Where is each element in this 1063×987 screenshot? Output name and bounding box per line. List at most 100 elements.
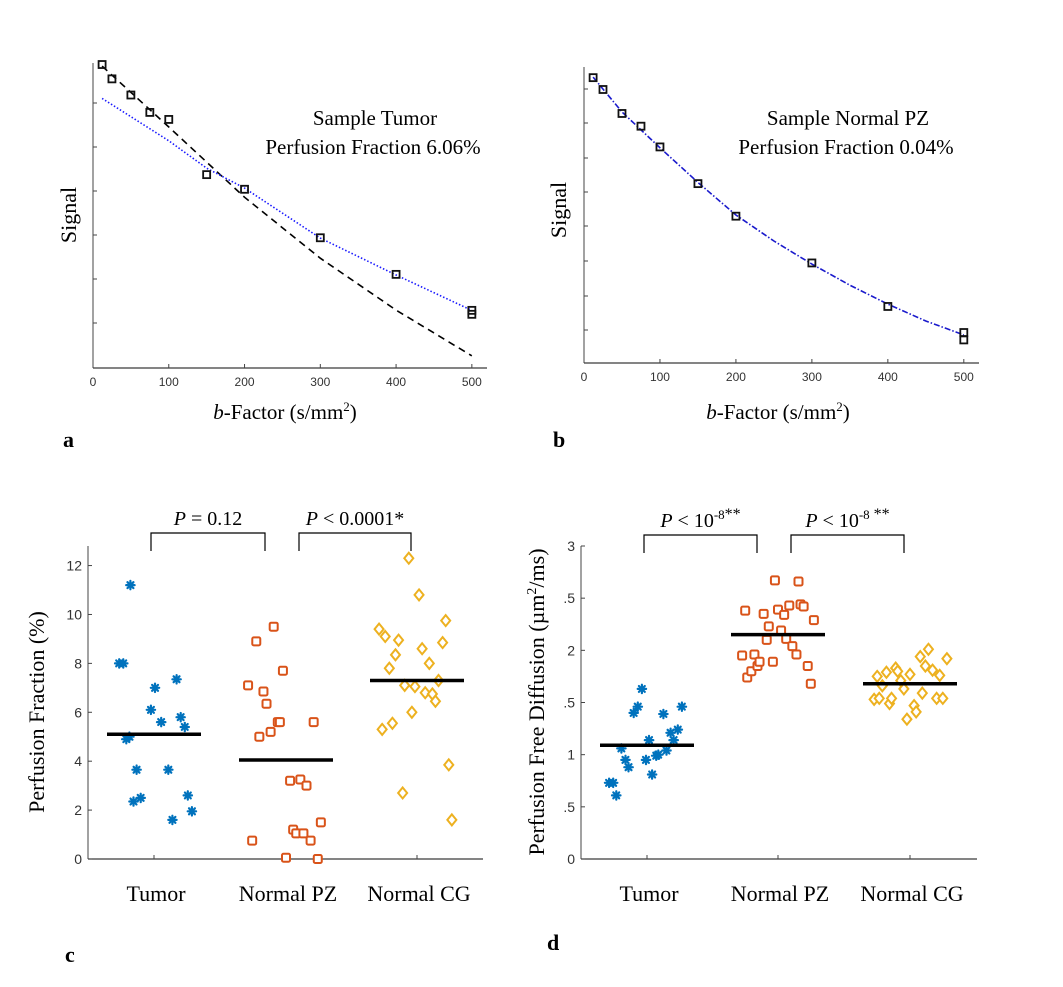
data-point-diamond bbox=[914, 649, 927, 664]
data-point-asterisk bbox=[186, 805, 198, 817]
data-point-square bbox=[784, 600, 795, 611]
data-point-square bbox=[285, 775, 296, 786]
data-point-asterisk bbox=[620, 754, 631, 766]
data-point bbox=[959, 335, 969, 345]
x-category-label: Normal CG bbox=[367, 881, 470, 906]
data-point-diamond bbox=[423, 656, 436, 671]
asterisk-stroke bbox=[612, 791, 621, 800]
panel-a-annotation-line1: Sample Tumor bbox=[313, 106, 437, 130]
asterisk-stroke bbox=[183, 791, 192, 800]
data-point-diamond bbox=[933, 668, 946, 683]
data-point-asterisk bbox=[658, 708, 669, 720]
p-exponent: -8 bbox=[859, 507, 870, 522]
panel-a-xlabel-close: ) bbox=[350, 400, 357, 424]
data-point-diamond bbox=[403, 551, 415, 566]
data-point-diamond bbox=[904, 667, 916, 682]
panel-a-marks: 0 100 200 300 400 500 bbox=[90, 60, 487, 389]
panel-b-signal-decay-normal-pz: 0 100 200 300 400 500 Sample Normal PZ Perfus… bbox=[546, 67, 979, 452]
data-point-diamond bbox=[916, 686, 929, 701]
data-point-square bbox=[301, 780, 312, 791]
asterisk-stroke bbox=[176, 713, 185, 722]
x-category-label: Tumor bbox=[619, 881, 679, 906]
panel-a-xlabel-rest: -Factor (s/mm bbox=[224, 400, 344, 424]
data-point bbox=[145, 108, 155, 117]
data-point-diamond bbox=[396, 785, 409, 801]
x-category-label: Normal PZ bbox=[731, 881, 829, 906]
fit-line bbox=[592, 76, 965, 336]
data-point-square bbox=[761, 634, 772, 645]
asterisk-stroke bbox=[126, 581, 135, 590]
data-point-square bbox=[247, 835, 258, 846]
data-point-square bbox=[258, 686, 269, 697]
data-point bbox=[655, 142, 665, 152]
asterisk-stroke bbox=[677, 702, 686, 711]
panel-label-a: a bbox=[63, 427, 74, 452]
data-point-square bbox=[243, 680, 254, 691]
data-point bbox=[731, 211, 741, 221]
data-point-diamond bbox=[429, 694, 442, 709]
p-symbol: P bbox=[804, 510, 817, 532]
p-symbol: P bbox=[305, 508, 318, 530]
p-comparison: = 0.12 bbox=[186, 508, 242, 530]
y-tick-label: 1 bbox=[567, 747, 575, 763]
significance-bracket bbox=[790, 534, 905, 553]
asterisk-stroke bbox=[648, 770, 657, 779]
y-tick-label: 3 bbox=[567, 538, 575, 554]
asterisk-stroke bbox=[641, 755, 651, 765]
data-point-asterisk bbox=[607, 777, 619, 789]
p-symbol: P bbox=[659, 510, 672, 532]
x-tick-label: 200 bbox=[726, 370, 746, 384]
x-tick-label: 200 bbox=[235, 375, 255, 389]
data-point bbox=[883, 302, 893, 311]
data-point bbox=[467, 309, 477, 319]
data-point-asterisk bbox=[632, 701, 644, 713]
data-point-square bbox=[793, 576, 804, 587]
asterisk-stroke bbox=[621, 755, 630, 765]
asterisk-stroke bbox=[136, 793, 145, 802]
data-point bbox=[107, 74, 117, 84]
x-tick-label: 500 bbox=[954, 370, 974, 384]
x-tick-label: 100 bbox=[159, 375, 179, 389]
panel-b-annotation-line1: Sample Normal PZ bbox=[767, 106, 929, 130]
data-point-asterisk bbox=[610, 790, 622, 801]
data-point-square bbox=[805, 678, 816, 689]
asterisk-stroke bbox=[629, 708, 638, 718]
p-significance-stars: ** bbox=[870, 506, 890, 523]
data-point-square bbox=[251, 636, 262, 647]
data-point bbox=[959, 328, 969, 337]
x-tick-label: 500 bbox=[462, 375, 482, 389]
panel-a-signal-decay-tumor: 0 100 200 300 400 500 Sample Tumor Perfusion … bbox=[56, 60, 487, 452]
asterisk-stroke bbox=[654, 750, 663, 759]
data-point-square bbox=[305, 835, 316, 846]
asterisk-stroke bbox=[129, 797, 138, 806]
y-tick-label: .5 bbox=[563, 590, 575, 606]
data-point-asterisk bbox=[623, 761, 634, 773]
data-point-asterisk bbox=[163, 764, 174, 776]
asterisk-stroke bbox=[146, 705, 155, 714]
y-tick-label: 10 bbox=[66, 606, 82, 622]
panel-b-annotation-line2: Perfusion Fraction 0.04% bbox=[738, 135, 953, 159]
panel-b-xlabel-italic: b bbox=[706, 400, 717, 424]
data-point-square bbox=[298, 828, 309, 839]
data-point-diamond bbox=[389, 647, 402, 662]
data-point-diamond bbox=[926, 663, 939, 678]
asterisk-stroke bbox=[132, 765, 141, 774]
data-point-square bbox=[798, 601, 809, 612]
p-comparison: < 0.0001* bbox=[318, 508, 404, 530]
data-point-diamond bbox=[885, 691, 898, 706]
x-tick-label: 300 bbox=[310, 375, 330, 389]
data-point-diamond bbox=[901, 712, 913, 727]
data-point bbox=[807, 258, 817, 268]
panel-d-ylabel-close: /ms) bbox=[524, 548, 549, 587]
data-point-square bbox=[312, 854, 323, 864]
significance-bracket bbox=[298, 532, 412, 551]
panel-label-d: d bbox=[547, 930, 559, 955]
p-value-label: P = 0.12 bbox=[173, 508, 243, 530]
data-point-diamond bbox=[386, 716, 399, 731]
panel-b-xlabel: b-Factor (s/mm2) bbox=[706, 399, 850, 424]
data-point-asterisk bbox=[175, 711, 186, 723]
data-point-diamond bbox=[876, 678, 889, 693]
data-point-diamond bbox=[379, 629, 392, 644]
data-point-square bbox=[308, 717, 319, 728]
